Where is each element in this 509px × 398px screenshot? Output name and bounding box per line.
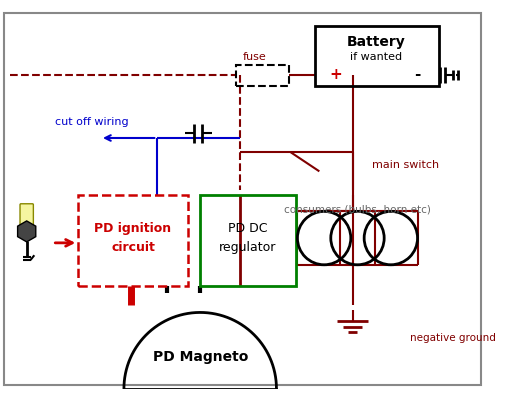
- Text: -: -: [414, 66, 421, 82]
- Bar: [200, 195, 296, 286]
- Text: PD DC: PD DC: [228, 222, 268, 235]
- Text: +: +: [329, 66, 342, 82]
- FancyBboxPatch shape: [20, 204, 34, 230]
- Text: main switch: main switch: [372, 160, 439, 170]
- Text: circuit: circuit: [111, 241, 155, 254]
- Text: PD Magneto: PD Magneto: [153, 350, 248, 364]
- Text: fuse: fuse: [243, 52, 267, 62]
- Text: consumers (bulbs, horn etc): consumers (bulbs, horn etc): [284, 205, 431, 215]
- Text: regulator: regulator: [219, 241, 276, 254]
- Text: PD ignition: PD ignition: [95, 222, 172, 235]
- Bar: [236, 64, 289, 86]
- Bar: [315, 26, 439, 86]
- Text: cut off wiring: cut off wiring: [55, 117, 129, 127]
- Bar: [78, 195, 188, 286]
- Text: if wanted: if wanted: [351, 52, 403, 62]
- Text: Battery: Battery: [347, 35, 406, 49]
- Text: negative ground: negative ground: [410, 333, 496, 343]
